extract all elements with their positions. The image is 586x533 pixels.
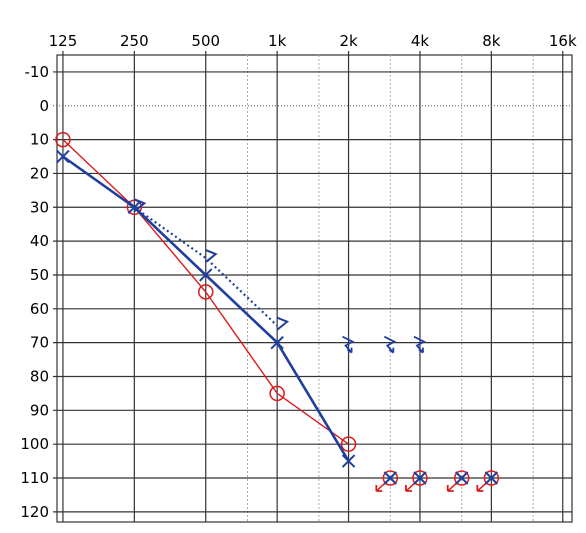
data-point-circle [340, 436, 357, 452]
data-point-cross [199, 268, 213, 282]
y-tick-label: 120 [20, 503, 49, 521]
y-tick-label: 10 [30, 131, 49, 149]
no-response-circle [483, 470, 500, 486]
data-point-circle [269, 385, 285, 402]
no-response-zigzag [342, 335, 355, 354]
data-point-circle [197, 284, 214, 300]
data-point-bracket [133, 198, 147, 213]
series-zigzag-arrow [342, 335, 426, 354]
no-response-cross [383, 471, 398, 485]
no-response-arrowhead [405, 485, 412, 492]
no-response-zigzag-arrowhead [388, 347, 395, 354]
no-response-circle [453, 470, 470, 486]
no-response-zigzag-arrowhead [347, 347, 353, 354]
y-tick-label: -10 [25, 63, 50, 81]
data-point-bracket [205, 249, 218, 263]
x-tick-label: 2k [339, 32, 358, 50]
x-tick-label: 500 [191, 32, 220, 50]
x-tick-label: 16k [549, 32, 577, 50]
data-point-bracket [276, 316, 290, 331]
data-point-cross [270, 335, 284, 350]
series-circle [55, 131, 500, 492]
y-tick-label: 0 [39, 97, 49, 115]
no-response-arrowhead [476, 485, 484, 492]
no-response-zigzag [413, 335, 426, 354]
series-bracket [133, 198, 290, 331]
no-response-arrowhead [375, 485, 383, 492]
grid-layer [53, 51, 573, 523]
x-tick-label: 8k [482, 32, 501, 50]
no-response-circle [382, 470, 399, 486]
no-response-zigzag-arrowhead [418, 347, 424, 354]
no-response-cross [455, 471, 469, 485]
data-point-circle [55, 131, 71, 148]
y-tick-label: 80 [30, 367, 49, 385]
data-point-cross [341, 454, 356, 468]
series-line-circle [62, 139, 350, 445]
y-tick-label: 100 [20, 435, 49, 453]
x-tick-label: 250 [120, 32, 149, 50]
y-tick-label: 40 [30, 232, 49, 250]
x-tick-label: 125 [49, 32, 78, 50]
x-tick-label: 1k [268, 32, 287, 50]
y-tick-label: 70 [30, 334, 49, 352]
y-tick-label: 50 [30, 266, 49, 284]
no-response-cross [484, 471, 499, 485]
series-layer [55, 131, 500, 492]
tick-labels: 125 250 500 1k 2k 4k 8k 16k -10 0 10 20 30 40 50 60 70 80… [20, 32, 577, 521]
no-response-arrowhead [446, 485, 454, 492]
y-tick-label: 90 [30, 401, 49, 419]
x-tick-label: 4k [411, 32, 430, 50]
y-tick-label: 30 [30, 198, 49, 216]
y-tick-label: 60 [30, 300, 49, 318]
no-response-cross [413, 471, 427, 485]
no-response-circle [412, 470, 428, 486]
y-tick-label: 110 [20, 469, 49, 487]
y-tick-label: 20 [30, 164, 49, 182]
data-point-cross [56, 149, 70, 164]
no-response-zigzag [383, 335, 397, 354]
